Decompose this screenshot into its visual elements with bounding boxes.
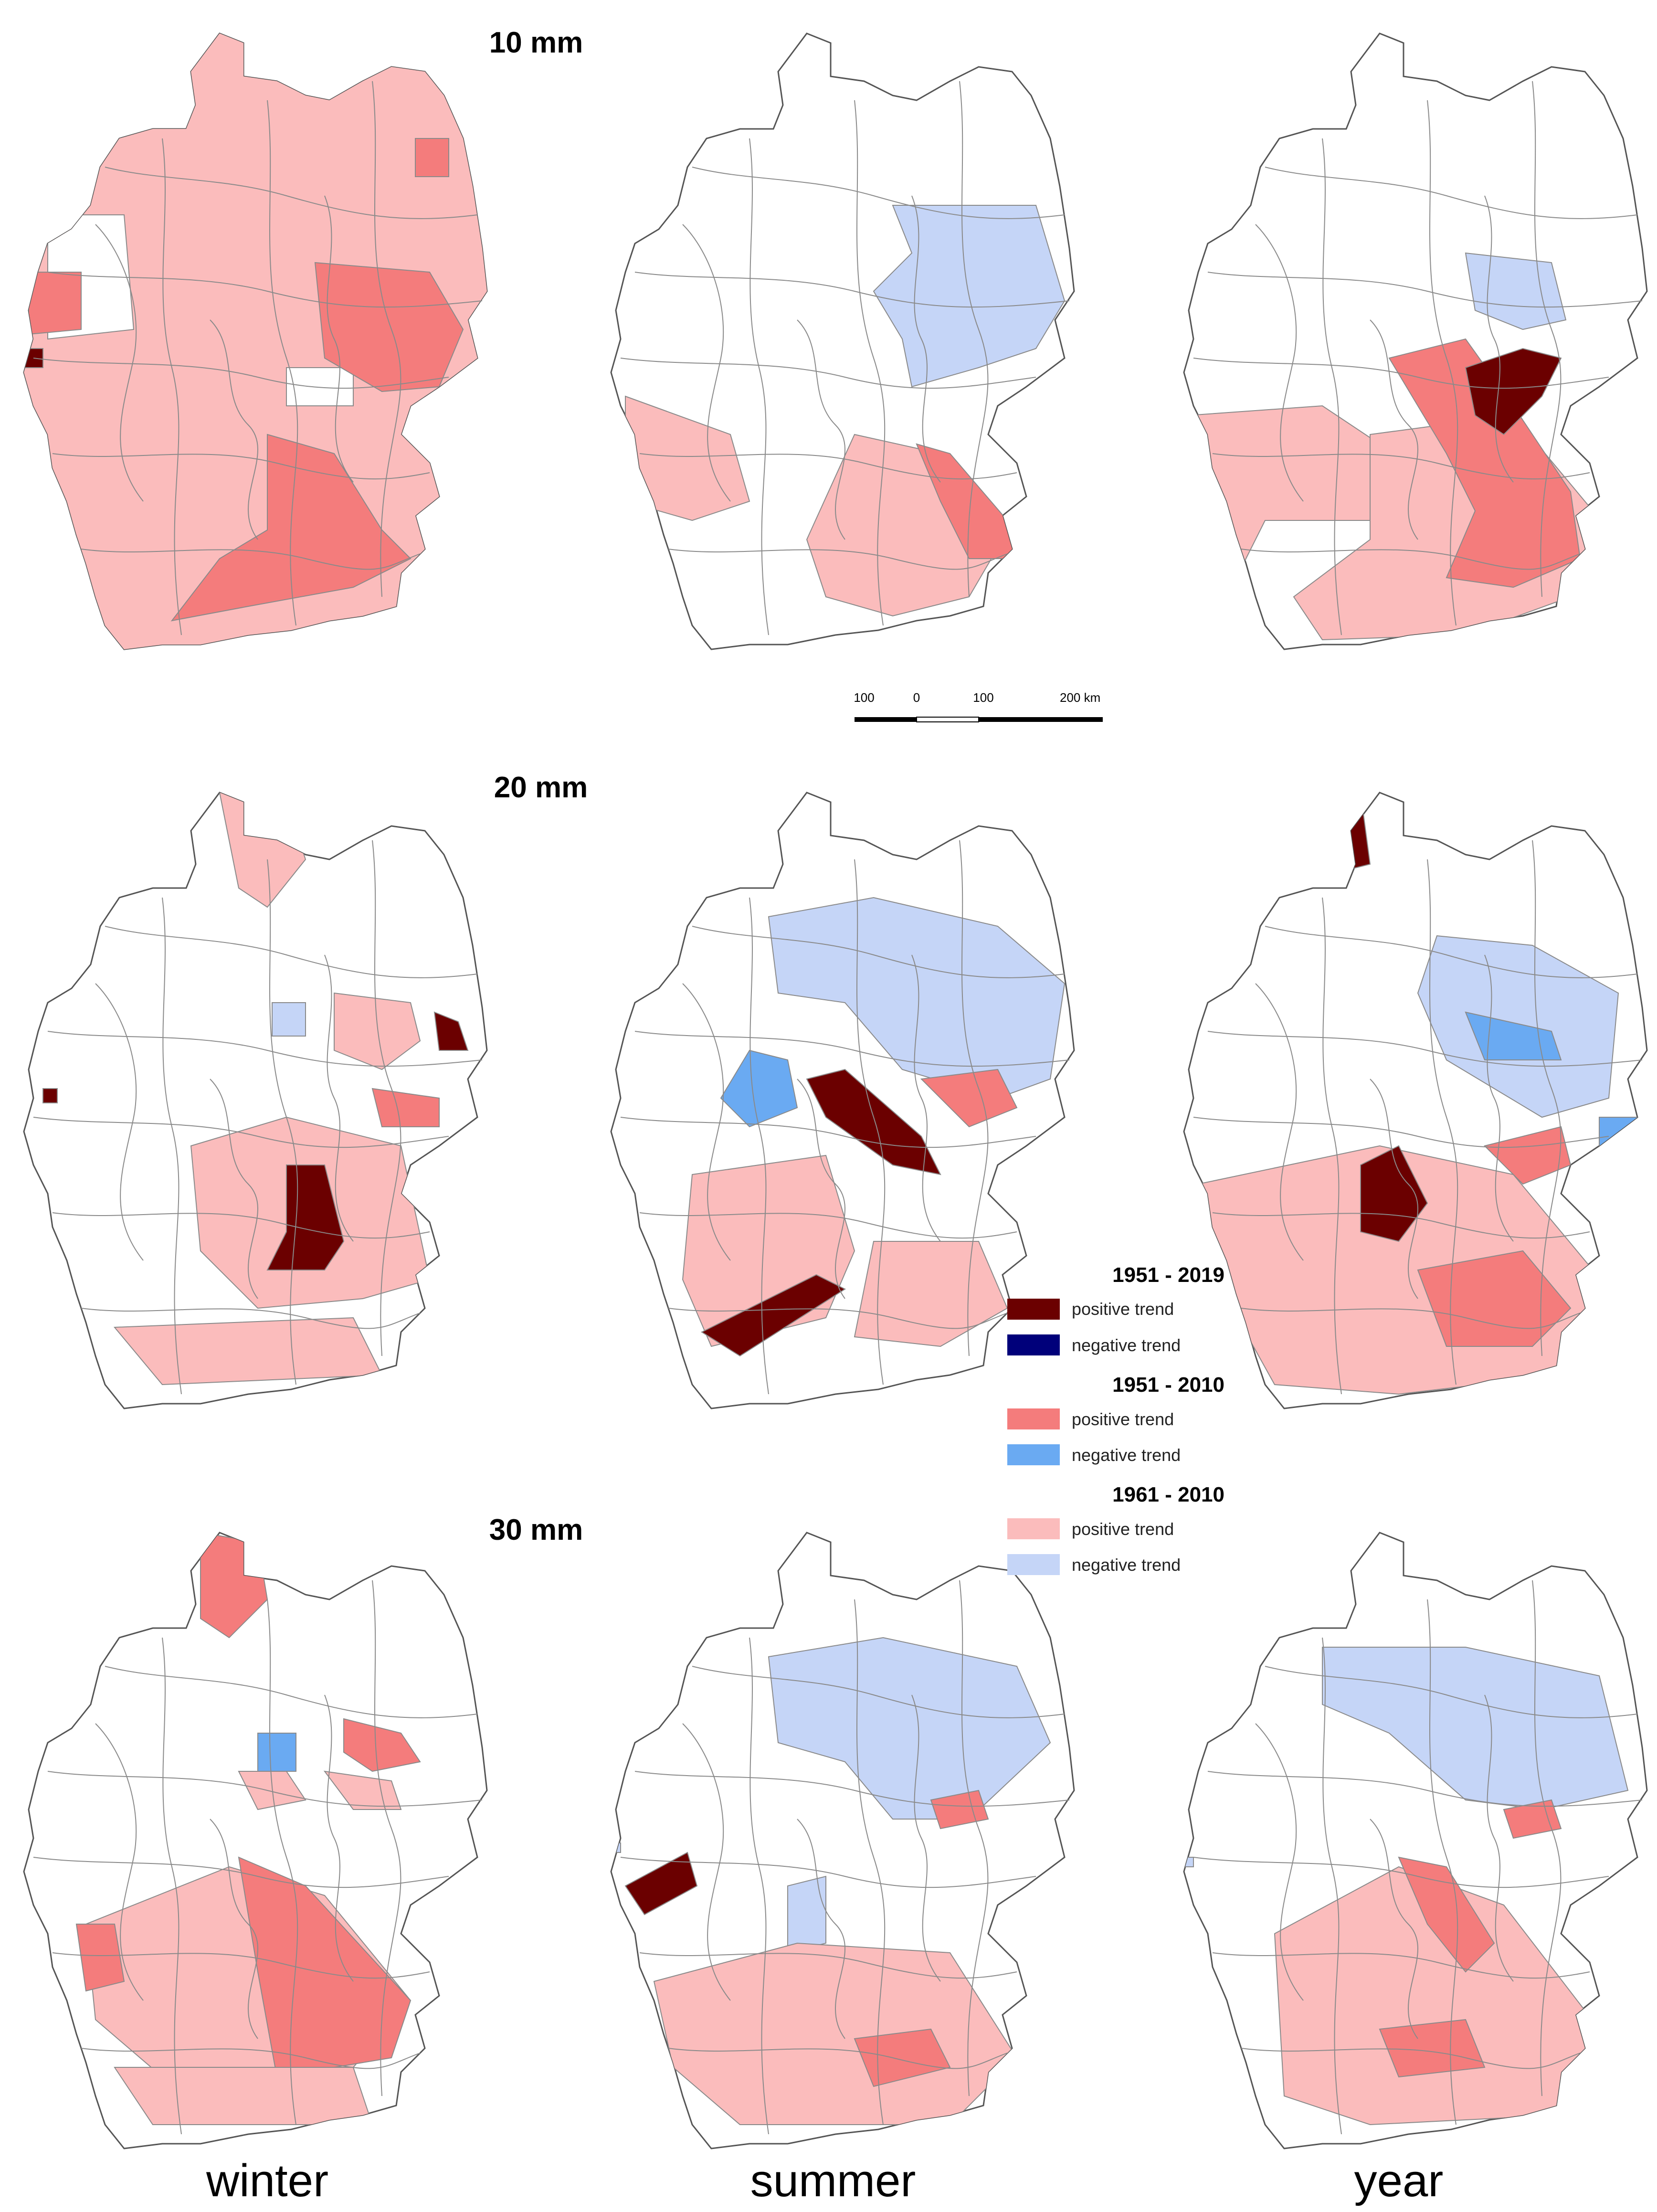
scale-label-200km: 200 km bbox=[1060, 690, 1100, 705]
trend-region-neg-1961-2010 bbox=[787, 1875, 826, 1954]
trend-region-pos-1951-2019 bbox=[266, 1164, 345, 1270]
trend-region-pos-1951-2010 bbox=[1398, 1856, 1495, 1973]
column-label-summer: summer bbox=[750, 2155, 916, 2206]
trend-region-pos-1951-2019 bbox=[700, 1274, 846, 1357]
legend-item-positive-1951-2019: positive trend bbox=[1072, 1299, 1174, 1319]
trend-region-pos-1951-2010 bbox=[314, 262, 464, 392]
trend-region-neg-1951-2010 bbox=[1599, 1117, 1638, 1146]
trend-region-neg-1951-2010 bbox=[1465, 1011, 1562, 1060]
swatch-positive-1961-2010 bbox=[1007, 1518, 1060, 1539]
trend-region-pos-1951-2019 bbox=[1336, 793, 1371, 870]
map-30mm-summer bbox=[610, 1532, 1075, 2149]
map-30mm-winter bbox=[23, 1532, 488, 2149]
trend-region-pos-1951-2010 bbox=[920, 1069, 1018, 1128]
trend-region-pos-1961-2010 bbox=[653, 1942, 1018, 2125]
legend-period-1951-2019: 1951 - 2019 bbox=[1112, 1263, 1224, 1287]
trend-region-neg-1961-2010 bbox=[272, 1002, 306, 1037]
map-10mm-summer bbox=[610, 32, 1075, 650]
trend-region-pos-1951-2010 bbox=[415, 138, 449, 177]
swatch-negative-1961-2010 bbox=[1007, 1554, 1060, 1575]
legend-item-negative-1951-2019: negative trend bbox=[1072, 1335, 1181, 1355]
trend-region-neg-1961-2010 bbox=[286, 367, 354, 406]
map-20mm-summer bbox=[610, 792, 1075, 1409]
trend-region-pos-1951-2019 bbox=[624, 1852, 698, 1916]
trend-region-pos-1951-2019 bbox=[1465, 348, 1562, 435]
trend-region-pos-1951-2010 bbox=[1503, 1799, 1562, 1839]
trend-region-pos-1951-2010 bbox=[1379, 2019, 1486, 2078]
swatch-negative-1951-2010 bbox=[1007, 1444, 1060, 1465]
trend-region-pos-1961-2010 bbox=[1193, 71, 1208, 96]
row-title-10mm: 10 mm bbox=[489, 26, 583, 59]
trend-region-pos-1961-2010 bbox=[113, 1317, 383, 1386]
swatch-positive-1951-2019 bbox=[1007, 1299, 1060, 1320]
trend-region-neg-1951-2010 bbox=[720, 1049, 798, 1128]
map-20mm-year bbox=[1183, 792, 1648, 1409]
legend-item-negative-1961-2010: negative trend bbox=[1072, 1555, 1181, 1575]
trend-region-pos-1951-2010 bbox=[238, 1856, 412, 2078]
scale-label-left: 100 bbox=[854, 690, 874, 705]
trend-region-pos-1961-2010 bbox=[323, 1770, 402, 1810]
trend-region-pos-1951-2010 bbox=[28, 272, 82, 335]
trend-region-pos-1951-2010 bbox=[930, 1789, 989, 1830]
trend-region-pos-1951-2010 bbox=[1484, 1126, 1572, 1185]
trend-region-neg-1961-2010 bbox=[611, 1842, 621, 1853]
trend-region-pos-1951-2010 bbox=[371, 1088, 440, 1127]
trend-region-pos-1961-2010 bbox=[114, 2067, 373, 2125]
swatch-negative-1951-2019 bbox=[1007, 1334, 1060, 1355]
trend-region-pos-1951-2010 bbox=[343, 1718, 421, 1772]
trend-region-pos-1951-2019 bbox=[42, 1088, 58, 1103]
map-10mm-winter bbox=[23, 32, 488, 650]
legend: 1951 - 2019 positive trend negative tren… bbox=[1007, 1263, 1224, 1575]
legend-item-positive-1961-2010: positive trend bbox=[1072, 1519, 1174, 1539]
trend-region-pos-1961-2010 bbox=[854, 1241, 1008, 1347]
legend-item-positive-1951-2010: positive trend bbox=[1072, 1409, 1174, 1429]
column-label-winter: winter bbox=[206, 2155, 328, 2206]
map-10mm-year bbox=[1183, 32, 1648, 650]
map-30mm-year bbox=[1183, 1532, 1648, 2149]
column-label-year: year bbox=[1354, 2155, 1444, 2206]
legend-item-negative-1951-2010: negative trend bbox=[1072, 1445, 1181, 1465]
swatch-positive-1951-2010 bbox=[1007, 1408, 1060, 1429]
map-20mm-winter bbox=[23, 792, 488, 1409]
scale-bar: 100 0 100 200 km bbox=[854, 690, 1103, 722]
scale-label-100: 100 bbox=[973, 690, 993, 705]
trend-region-pos-1951-2010 bbox=[75, 1924, 125, 1992]
scale-label-zero: 0 bbox=[913, 690, 920, 705]
trend-region-pos-1951-2019 bbox=[806, 1069, 941, 1175]
trend-region-pos-1951-2019 bbox=[433, 1011, 469, 1051]
trend-region-neg-1951-2010 bbox=[257, 1733, 296, 1772]
legend-period-1951-2010: 1951 - 2010 bbox=[1112, 1373, 1224, 1397]
row-title-20mm: 20 mm bbox=[494, 771, 588, 804]
trend-region-pos-1961-2010 bbox=[334, 992, 421, 1070]
trend-region-pos-1951-2010 bbox=[1417, 1250, 1572, 1347]
legend-period-1961-2010: 1961 - 2010 bbox=[1112, 1483, 1224, 1506]
row-title-30mm: 30 mm bbox=[489, 1513, 583, 1546]
